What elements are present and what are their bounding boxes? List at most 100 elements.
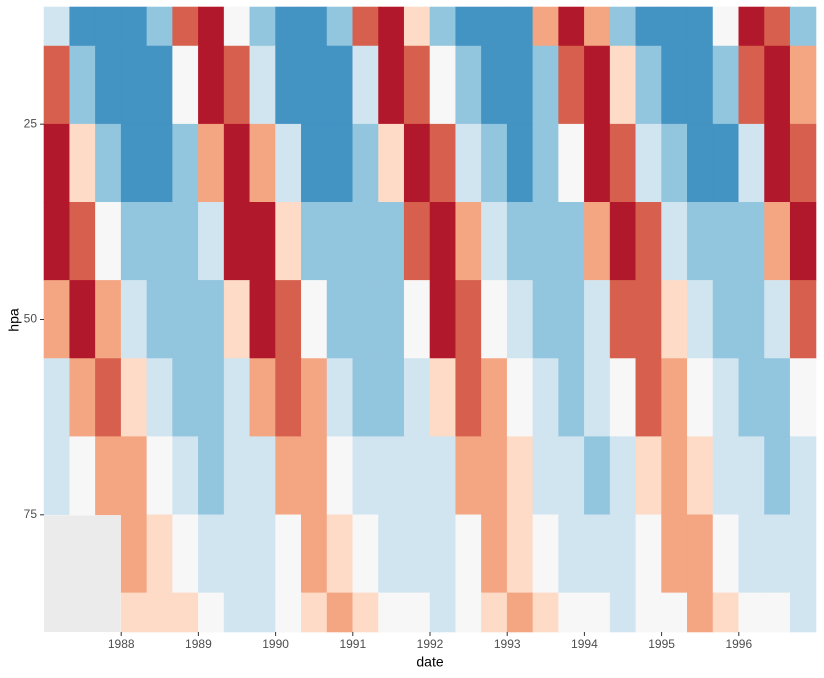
- contour-cell: [275, 280, 302, 359]
- contour-cell: [403, 280, 431, 359]
- contour-cell: [146, 280, 173, 359]
- contour-cell: [661, 592, 688, 633]
- contour-cell: [378, 514, 405, 594]
- contour-cell: [481, 436, 508, 516]
- contour-cell: [558, 123, 585, 203]
- contour-cell: [120, 6, 148, 47]
- contour-cell: [403, 6, 431, 47]
- contour-cell: [506, 45, 534, 125]
- contour-cell: [198, 123, 225, 203]
- contour-cell: [506, 280, 534, 359]
- contour-cell: [738, 123, 765, 203]
- contour-cell: [789, 6, 817, 47]
- contour-cell: [198, 436, 225, 516]
- contour-cell: [69, 436, 96, 516]
- contour-cell: [481, 592, 508, 633]
- contour-cell: [506, 358, 534, 437]
- contour-cell: [120, 45, 148, 125]
- contour-cell: [43, 123, 71, 203]
- plot-panel: [43, 6, 817, 633]
- contour-cell: [558, 280, 585, 359]
- contour-cell: [481, 6, 508, 47]
- contour-cell: [455, 358, 482, 437]
- contour-cell: [275, 6, 302, 47]
- contour-cell: [378, 280, 405, 359]
- contour-cell: [198, 514, 225, 594]
- contour-cell: [429, 6, 457, 47]
- contour-cell: [429, 123, 457, 203]
- contour-cell: [146, 514, 173, 594]
- contour-cell: [738, 280, 765, 359]
- x-tick-label: 1988: [108, 637, 135, 651]
- contour-cell: [789, 592, 817, 633]
- contour-cell: [789, 123, 817, 203]
- contour-cell: [95, 123, 122, 203]
- contour-cell: [172, 592, 199, 633]
- contour-cell: [558, 592, 585, 633]
- contour-cell: [326, 123, 354, 203]
- contour-cell: [532, 202, 559, 281]
- contour-cell: [352, 514, 379, 594]
- contour-cell: [481, 358, 508, 437]
- contour-cell: [455, 436, 482, 516]
- contour-cell: [532, 6, 559, 47]
- contour-cell: [429, 514, 457, 594]
- contour-cell: [275, 514, 302, 594]
- y-tick-label: 25: [24, 116, 38, 130]
- contour-cell: [275, 45, 302, 125]
- contour-cell: [249, 514, 276, 594]
- contour-cell: [69, 358, 96, 437]
- contour-cell: [661, 202, 688, 281]
- contour-cell: [120, 202, 148, 281]
- contour-cell: [687, 280, 714, 359]
- contour-cell: [172, 514, 199, 594]
- contour-cell: [584, 202, 611, 281]
- x-tick-label: 1993: [494, 637, 521, 651]
- x-tick-label: 1995: [648, 637, 675, 651]
- contour-cell: [275, 358, 302, 437]
- contour-cell: [635, 123, 662, 203]
- x-tick-label: 1996: [725, 637, 752, 651]
- contour-cell: [429, 45, 457, 125]
- contour-cell: [532, 436, 559, 516]
- contour-cell: [223, 358, 251, 437]
- contour-cell: [378, 436, 405, 516]
- contour-cell: [789, 436, 817, 516]
- contour-cell: [172, 6, 199, 47]
- contour-cell: [738, 358, 765, 437]
- contour-cell: [455, 202, 482, 281]
- contour-cell: [301, 514, 328, 594]
- contour-cell: [481, 280, 508, 359]
- contour-cell: [687, 358, 714, 437]
- contour-cell: [198, 45, 225, 125]
- contour-cell: [635, 592, 662, 633]
- contour-cell: [301, 592, 328, 633]
- contour-cell: [403, 123, 431, 203]
- contour-cell: [506, 202, 534, 281]
- contour-cell: [506, 436, 534, 516]
- contour-cell: [506, 123, 534, 203]
- contour-cell: [198, 6, 225, 47]
- contour-cell: [378, 45, 405, 125]
- contour-cell: [120, 592, 148, 633]
- contour-cell: [326, 514, 354, 594]
- x-axis-title: date: [416, 654, 443, 670]
- contour-cell: [146, 202, 173, 281]
- x-tick-label: 1991: [339, 637, 366, 651]
- contour-cell: [635, 45, 662, 125]
- contour-cell: [172, 123, 199, 203]
- contour-cell: [146, 6, 173, 47]
- contour-cell: [558, 202, 585, 281]
- contour-cell: [120, 280, 148, 359]
- contour-cell: [635, 358, 662, 437]
- contour-cell: [558, 45, 585, 125]
- contour-cell: [609, 280, 637, 359]
- contour-cell: [198, 592, 225, 633]
- contour-cell: [403, 436, 431, 516]
- contour-cell: [558, 436, 585, 516]
- contour-cell: [172, 436, 199, 516]
- contour-cell: [764, 123, 791, 203]
- contour-cell: [301, 358, 328, 437]
- contour-cell: [609, 123, 637, 203]
- contour-cell: [635, 6, 662, 47]
